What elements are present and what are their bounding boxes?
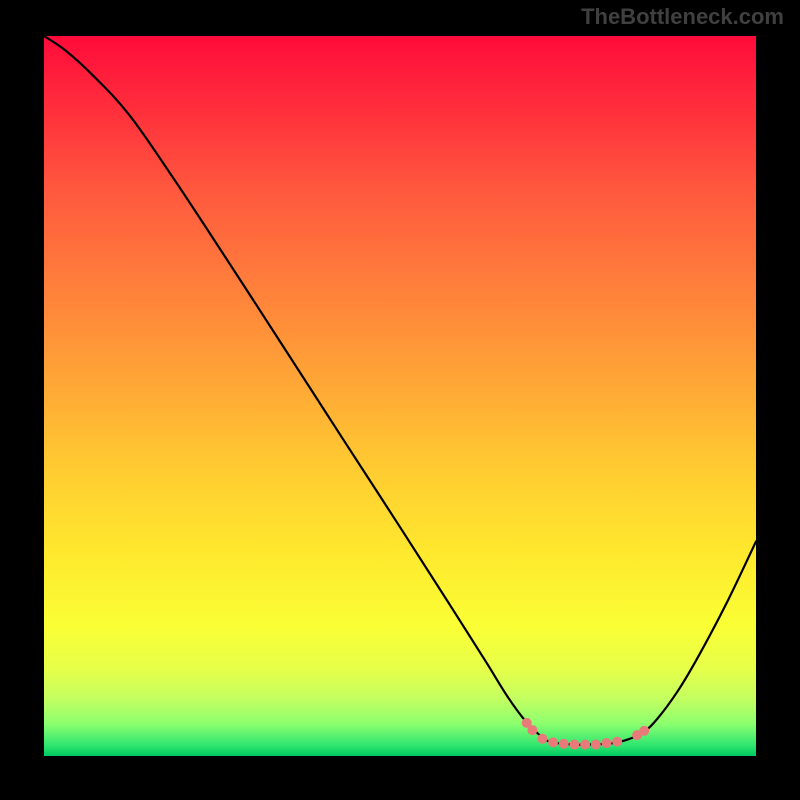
- curve-marker: [559, 739, 569, 749]
- curve-marker: [591, 739, 601, 749]
- curve-marker: [569, 739, 579, 749]
- curve-marker: [612, 737, 622, 747]
- chart-frame: TheBottleneck.com: [0, 0, 800, 800]
- bottleneck-chart: [44, 36, 756, 756]
- curve-marker: [580, 739, 590, 749]
- curve-marker: [537, 734, 547, 744]
- curve-marker: [527, 725, 537, 735]
- watermark-text: TheBottleneck.com: [581, 4, 784, 30]
- curve-marker: [639, 726, 649, 736]
- curve-marker: [548, 737, 558, 747]
- curve-marker: [601, 738, 611, 748]
- plot-wrap: [44, 36, 756, 756]
